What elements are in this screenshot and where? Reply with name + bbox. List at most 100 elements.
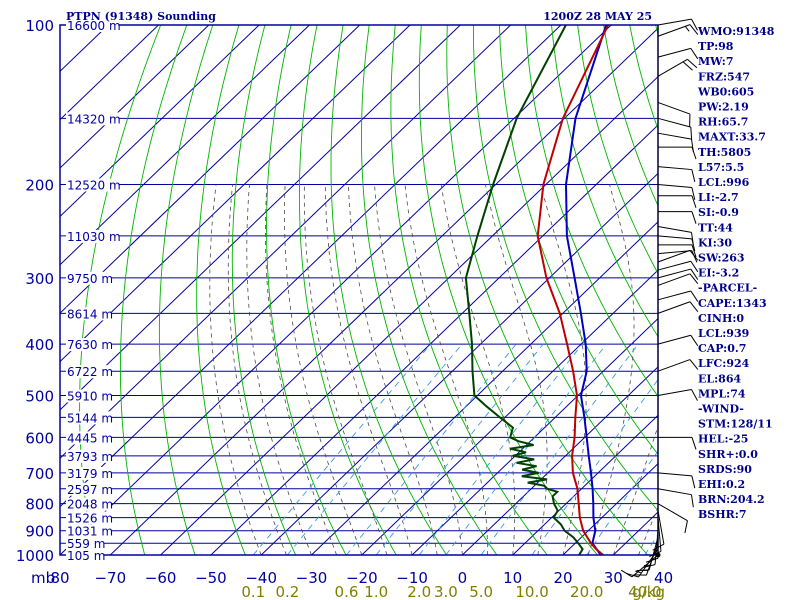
wind-barb-feather: [691, 187, 696, 200]
isotherm-line: [60, 25, 511, 459]
isotherm-line: [260, 172, 658, 555]
wind-barb: [657, 301, 699, 314]
temperature-tick-label: −30: [296, 569, 328, 587]
sounding-datetime: 1200Z 28 MAY 25: [543, 10, 652, 23]
wind-barb-staff: [657, 18, 692, 26]
isotherm-line: [60, 25, 260, 218]
mixing-ratio-tick-label: 0.6: [335, 583, 359, 600]
parcel-profile-line: [564, 25, 608, 555]
dry-adiabat-line: [196, 25, 246, 555]
wind-barb-staff: [631, 554, 659, 578]
mixing-ratio-line: [418, 343, 583, 555]
mixing-ratio-tick-label: 1.0: [364, 583, 388, 600]
wind-barb-staff: [657, 249, 691, 263]
moist-adiabat-line: [265, 184, 337, 555]
height-label-bg: [66, 338, 112, 352]
temperature-tick-label: 20: [553, 569, 572, 587]
moist-adiabat-line: [404, 184, 488, 555]
wind-barb-feather: [691, 437, 697, 450]
sounding-title: PTPN (91348) Sounding: [66, 10, 216, 23]
pressure-tick-label: 400: [25, 336, 54, 354]
wind-barb-feather: [652, 543, 665, 551]
temperature-tick-label: −50: [195, 569, 227, 587]
wind-barb-feather: [690, 290, 699, 302]
wind-barb-feather: [691, 195, 697, 208]
moist-adiabat-line: [638, 506, 658, 555]
pressure-tick-label: 800: [25, 496, 54, 514]
isotherm-line: [60, 25, 461, 411]
height-tick-label: 12520 m: [67, 179, 121, 193]
wind-barb-staff: [657, 47, 691, 58]
height-label-bg: [66, 307, 112, 321]
isotherm-line: [60, 25, 562, 508]
temperature-tick-label: −60: [145, 569, 177, 587]
height-label-bg: [66, 537, 104, 551]
index-entry: KI:30: [698, 236, 732, 249]
indices-panel: WMO:91348 TP:98 MW:7 FRZ:547 WB0:605 PW:2.19 R…: [697, 25, 775, 521]
isotherm-line: [60, 25, 361, 314]
wind-barb: [657, 166, 696, 182]
wind-barb-staff: [657, 166, 692, 171]
dry-adiabat-line: [158, 25, 214, 555]
temperature-tick-label: 40: [654, 569, 673, 587]
index-entry: WB0:605: [697, 85, 754, 98]
index-entry: EI:-3.2: [698, 267, 739, 280]
moist-adiabat-line: [348, 184, 438, 555]
temperature-tick-label: −20: [346, 569, 378, 587]
height-label-bg: [66, 229, 119, 243]
wind-barb-staff: [657, 101, 691, 115]
index-entry: BSHR:7: [698, 508, 747, 521]
wind-barb: [657, 24, 699, 37]
dry-adiabat-line: [361, 25, 498, 555]
background-grid: [60, 25, 658, 555]
moist-adiabat-line: [227, 184, 287, 555]
isotherm-line: [311, 221, 658, 555]
index-entry: SI:-0.9: [698, 206, 739, 219]
height-label-bg: [66, 482, 112, 496]
height-tick-label: 1031 m: [67, 525, 113, 539]
pressure-tick-label: 600: [25, 429, 54, 447]
moist-adiabat-line: [324, 184, 413, 555]
height-tick-label: 3793 m: [67, 450, 113, 464]
pressure-tick-label: 700: [25, 465, 54, 483]
height-label-bg: [66, 178, 119, 192]
isotherm-line: [160, 76, 658, 555]
index-entry: TP:98: [698, 40, 734, 53]
index-entry: -PARCEL-: [698, 282, 757, 295]
wind-barb-feather: [691, 169, 696, 182]
temperature-tick-label: 10: [503, 569, 522, 587]
index-entry: TH:5805: [698, 146, 751, 159]
wind-barb-feather: [690, 139, 694, 152]
wind-barb: [657, 184, 696, 200]
mixing-ratio-tick-label: 0.2: [275, 583, 299, 600]
wind-barb-staff: [657, 389, 692, 396]
wind-barb: [657, 488, 694, 508]
mixing-ratio-tick-label: 20.0: [570, 583, 603, 600]
isotherm-line: [109, 27, 658, 555]
height-label-bg: [66, 19, 119, 32]
dry-adiabat-line: [577, 25, 658, 275]
mixing-ratio-line: [445, 343, 607, 555]
wind-barb: [657, 260, 699, 273]
wind-barb: [657, 334, 699, 347]
mixing-ratio-line: [586, 450, 658, 555]
height-tick-label: 7630 m: [67, 338, 113, 352]
height-tick-label: 4445 m: [67, 431, 113, 445]
wind-barb-staff: [657, 226, 692, 233]
wind-barb-feather: [626, 572, 639, 578]
dry-adiabat-line: [418, 25, 599, 555]
sounding-profiles: [464, 25, 610, 555]
wind-barb: [657, 18, 698, 31]
index-entry: FRZ:547: [698, 70, 750, 83]
height-label-bg: [66, 449, 112, 463]
wind-barb-feather: [691, 18, 698, 31]
wind-barb-feather: [691, 389, 698, 401]
moist-adiabat-line: [612, 424, 658, 555]
moist-adiabat-line: [246, 184, 312, 555]
wind-barb-feather: [649, 551, 662, 557]
wind-barb: [658, 244, 697, 258]
mixing-ratio-line: [375, 343, 544, 555]
wind-barb-staff: [657, 290, 691, 301]
wind-barb-staff: [657, 184, 692, 189]
wind-barb-staff: [657, 132, 692, 140]
